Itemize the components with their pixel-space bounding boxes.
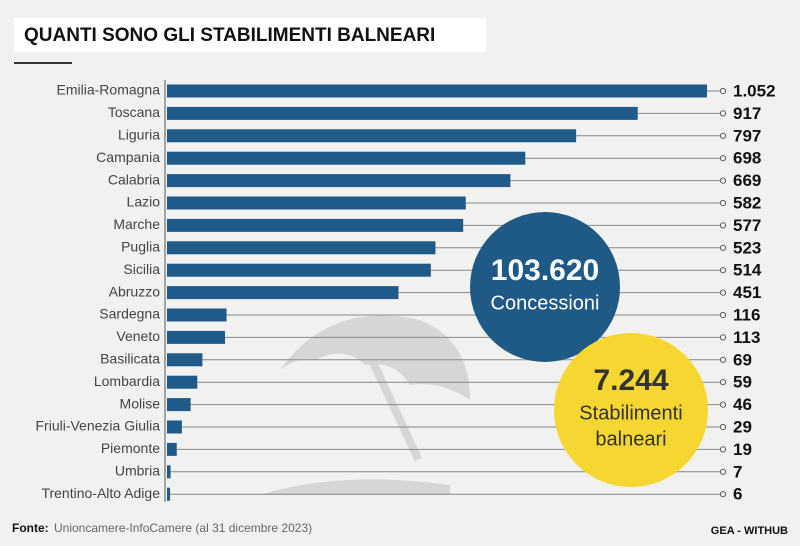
- bar: [167, 196, 466, 210]
- connector-dot: [719, 356, 727, 363]
- highlight-label: balneari: [595, 428, 666, 450]
- title-box: [14, 18, 486, 52]
- value-label: 797: [733, 126, 761, 145]
- source: Unioncamere-InfoCamere (al 31 dicembre 2…: [54, 521, 312, 535]
- highlight-label: Concessioni: [491, 292, 600, 314]
- connector-dot: [719, 222, 727, 229]
- category-label: Lazio: [127, 194, 161, 210]
- bar: [167, 151, 526, 165]
- connector-dot: [719, 491, 727, 498]
- value-label: 116: [733, 305, 760, 324]
- connector-dot: [719, 110, 727, 117]
- connector-dot: [719, 155, 727, 162]
- value-label: 669: [733, 171, 761, 190]
- bar: [167, 308, 227, 322]
- value-label: 582: [733, 193, 761, 212]
- category-label: Sicilia: [123, 261, 160, 277]
- umbrella-icon: [260, 315, 470, 495]
- bar: [167, 353, 203, 367]
- category-label: Veneto: [116, 328, 160, 344]
- connector-dot: [719, 199, 727, 207]
- bar: [167, 218, 464, 232]
- category-label: Trentino-Alto Adige: [41, 485, 160, 501]
- category-label: Friuli-Venezia Giulia: [36, 418, 161, 434]
- category-label: Campania: [96, 149, 160, 165]
- category-label: Puglia: [121, 239, 160, 255]
- connector-dot: [719, 401, 727, 408]
- highlight-value: 7.244: [593, 364, 668, 397]
- category-label: Marche: [113, 216, 160, 232]
- highlight-circle: [470, 212, 620, 362]
- connector-dot: [719, 87, 727, 95]
- value-label: 19: [733, 440, 752, 459]
- connector-dot: [719, 289, 727, 296]
- value-label: 69: [733, 350, 752, 369]
- value-label: 46: [733, 395, 752, 414]
- bar: [167, 129, 577, 143]
- category-label: Piemonte: [101, 440, 160, 456]
- category-label: Molise: [120, 395, 161, 411]
- connector-dot: [719, 267, 727, 274]
- connector-dot: [719, 132, 727, 139]
- category-label: Abruzzo: [109, 283, 161, 299]
- category-label: Emilia-Romagna: [57, 82, 161, 98]
- connector-dot: [719, 244, 727, 251]
- value-label: 917: [733, 104, 761, 123]
- connector-dot: [719, 311, 727, 319]
- bar: [167, 174, 511, 188]
- bar: [167, 84, 707, 98]
- highlight-value: 103.620: [491, 254, 599, 287]
- bar: [167, 442, 177, 456]
- bar: [167, 330, 226, 344]
- value-label: 514: [733, 261, 762, 280]
- highlight-label: Stabilimenti: [579, 402, 682, 424]
- highlight-circle: [554, 333, 708, 487]
- connector-dot: [719, 177, 727, 184]
- source-label: Fonte:: [12, 521, 49, 535]
- value-label: 451: [733, 283, 761, 302]
- value-label: 59: [733, 373, 752, 392]
- connector-dot: [719, 423, 727, 431]
- category-label: Lombardia: [94, 373, 160, 389]
- value-label: 523: [733, 238, 761, 257]
- connector-dot: [719, 334, 727, 341]
- bar: [167, 375, 198, 389]
- value-label: 6: [733, 485, 742, 504]
- category-label: Liguria: [118, 127, 160, 143]
- credit: GEA - WITHUB: [711, 525, 788, 537]
- value-label: 29: [733, 417, 752, 436]
- bar: [167, 420, 182, 434]
- bar: [167, 487, 171, 501]
- bar: [167, 241, 436, 255]
- value-label: 113: [733, 328, 760, 347]
- bar: [167, 286, 399, 300]
- connector-dot: [719, 468, 727, 475]
- bar: [167, 398, 191, 412]
- category-label: Umbria: [115, 463, 160, 479]
- value-label: 7: [733, 462, 742, 481]
- bar: [167, 106, 638, 120]
- value-label: 698: [733, 149, 761, 168]
- value-label: 1.052: [733, 81, 776, 100]
- bar: [167, 465, 171, 479]
- category-label: Toscana: [108, 104, 160, 120]
- category-label: Calabria: [108, 171, 160, 187]
- connector-dot: [719, 446, 727, 453]
- value-label: 577: [733, 216, 761, 235]
- bar: [167, 263, 431, 277]
- chart-title: QUANTI SONO GLI STABILIMENTI BALNEARI: [24, 25, 435, 46]
- category-label: Basilicata: [100, 351, 160, 367]
- category-label: Sardegna: [99, 306, 160, 322]
- connector-dot: [719, 379, 727, 386]
